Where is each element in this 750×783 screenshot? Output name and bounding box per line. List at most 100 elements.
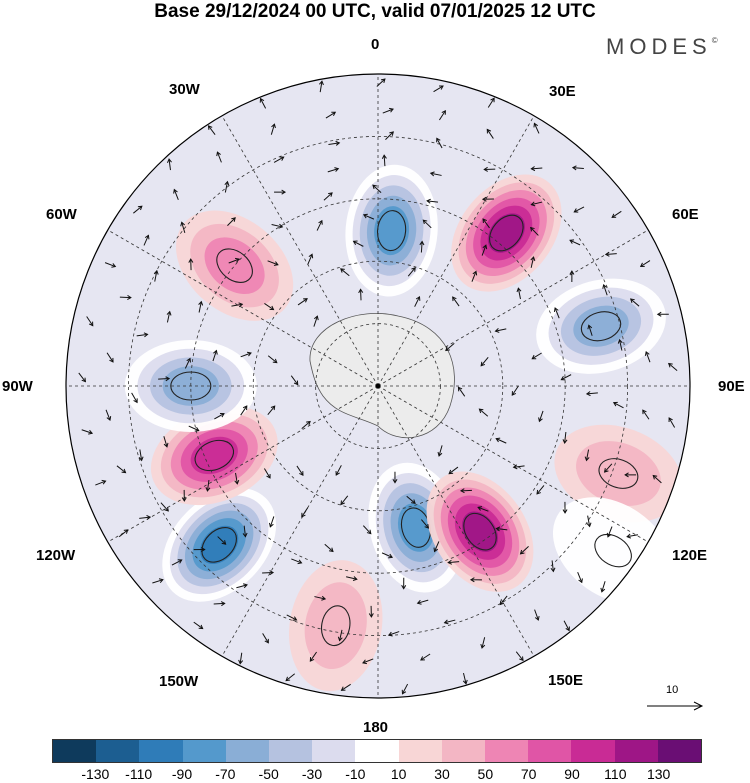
wind-arrow [198, 300, 204, 313]
wind-arrow [267, 260, 279, 266]
wind-arrow [443, 619, 456, 625]
wind-arrow [106, 352, 114, 363]
wind-arrow [238, 652, 244, 665]
wind-arrow [385, 131, 394, 140]
meridian-line [221, 385, 379, 657]
wind-arrow [536, 485, 545, 495]
wind-arrow [205, 479, 211, 492]
wind-arrow [414, 295, 421, 307]
wind-arrow [267, 355, 278, 364]
colorbar-tick-label: 10 [390, 766, 407, 782]
wind-arrow [530, 256, 536, 268]
wind-arrow [116, 465, 127, 474]
wind-arrow [273, 156, 285, 163]
lon-label-30e: 30E [549, 83, 576, 100]
wind-arrow [534, 609, 540, 621]
wind-arrow [143, 234, 150, 246]
wind-arrow [550, 560, 556, 573]
lon-label-180: 180 [363, 719, 389, 736]
wind-arrow [624, 472, 637, 478]
wind-arrow [603, 463, 613, 473]
wind-arrow [362, 658, 374, 665]
wind-arrow [531, 352, 542, 360]
colorbar [52, 739, 702, 763]
wind-arrow [562, 431, 568, 444]
wind-arrow [437, 445, 443, 457]
wind-arrow [119, 294, 132, 300]
wind-arrow [227, 217, 236, 227]
wind-arrow [95, 479, 107, 486]
wind-arrow [459, 488, 472, 494]
wind-arrow [553, 307, 560, 319]
wind-arrow [668, 417, 676, 428]
wind-arrow [448, 466, 459, 475]
wind-arrow [401, 683, 409, 695]
lon-label-0: 0 [371, 36, 380, 53]
wind-arrow [81, 429, 94, 435]
anomaly-center [536, 278, 666, 374]
wind-arrow [286, 614, 298, 621]
wind-arrow [224, 180, 230, 193]
wind-arrow [429, 171, 442, 177]
wind-arrow [452, 296, 460, 307]
wind-arrow [193, 621, 204, 630]
lon-label-90e: 90E [718, 378, 745, 395]
wind-arrow [381, 154, 387, 167]
wind-arrow [133, 205, 143, 214]
wind-arrow [422, 219, 432, 229]
colorbar-tick-label: 70 [520, 766, 537, 782]
colorbar-segment [53, 740, 97, 762]
wind-arrow [530, 201, 543, 207]
wind-arrow [457, 386, 466, 397]
wind-arrow [562, 501, 568, 514]
wind-arrow [180, 221, 186, 234]
wind-arrow [136, 332, 149, 338]
wind-arrow [264, 303, 275, 311]
wind-arrow [267, 405, 276, 416]
meridian-line [221, 115, 379, 387]
wind-arrow [188, 258, 194, 271]
wind-arrow [301, 507, 309, 518]
wind-arrow [193, 547, 206, 553]
wind-arrow [406, 495, 416, 504]
wind-arrow [478, 408, 489, 417]
wind-arrow [340, 683, 351, 691]
wind-arrow [494, 328, 507, 333]
colorbar-segment [139, 740, 183, 762]
wind-arrow [216, 151, 222, 163]
wind-arrow [584, 449, 590, 462]
wind-arrow [611, 210, 622, 218]
wind-arrow [173, 188, 179, 200]
wind-arrow [301, 420, 311, 429]
meridian-line [377, 115, 535, 387]
colorbar-tick-label: 30 [434, 766, 450, 782]
wind-arrow [382, 107, 394, 114]
wind-arrow [335, 465, 342, 476]
wind-arrow [358, 288, 364, 301]
wind-arrow [105, 409, 112, 421]
wind-arrow [407, 266, 416, 277]
wind-arrow [486, 128, 494, 139]
colorbar-segment [269, 740, 313, 762]
wind-arrow [433, 85, 444, 93]
wind-arrow [184, 357, 191, 369]
colorbar-tick-label: -90 [171, 766, 193, 782]
colorbar-segment [657, 740, 702, 762]
wind-arrow [667, 362, 678, 371]
colorbar-segment [614, 740, 658, 762]
wind-arrow [78, 372, 87, 383]
colorbar-segment [96, 740, 140, 762]
wind-arrow [538, 410, 544, 423]
wind-arrow [166, 158, 172, 171]
meridian-line [107, 385, 379, 543]
wind-arrow [515, 651, 524, 662]
wind-arrow [313, 315, 319, 327]
wind-arrow [569, 239, 581, 246]
wind-arrow [433, 541, 440, 553]
wind-arrow [483, 166, 496, 172]
wind-arrow [652, 474, 662, 484]
lon-label-90w: 90W [2, 378, 33, 395]
brand-mark: © [711, 36, 718, 45]
wind-arrow [214, 412, 225, 420]
lon-label-30w: 30W [169, 81, 200, 98]
